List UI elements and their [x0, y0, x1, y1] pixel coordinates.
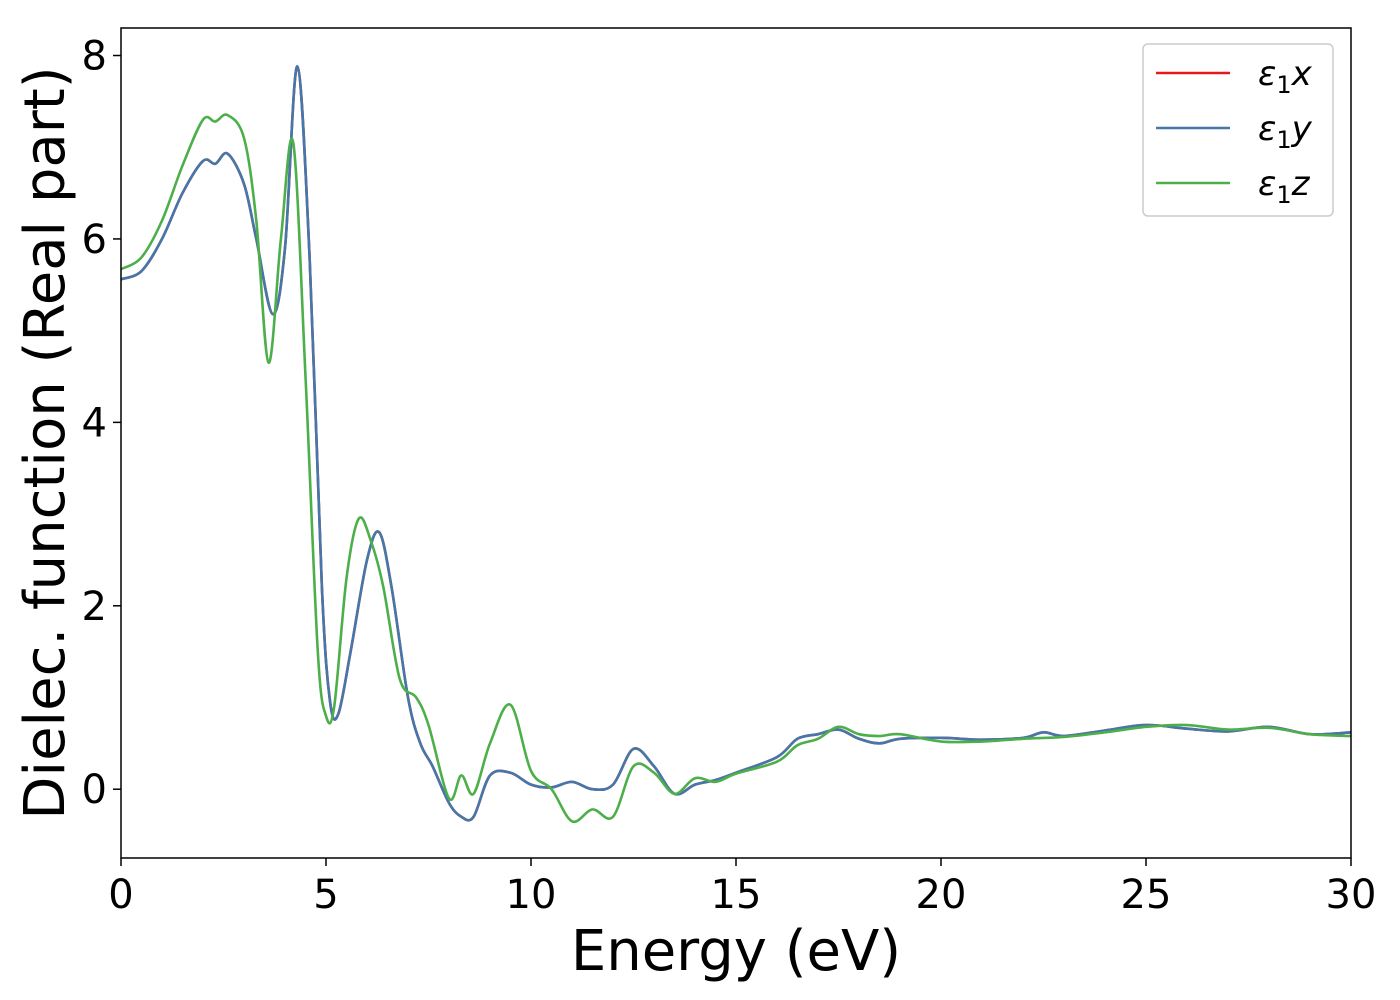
series-line-z — [121, 113, 1351, 824]
y-tick-label: 8 — [82, 34, 107, 80]
x-tick-label: 15 — [711, 872, 762, 918]
x-axis: 0 5 10 15 20 25 30 — [108, 858, 1376, 918]
x-axis-label: Energy (eV) — [571, 919, 901, 984]
y-axis-label: Dielec. function (Real part) — [13, 66, 78, 819]
y-tick-label: 0 — [82, 767, 107, 813]
legend-entry-y: ε1y — [1258, 109, 1313, 154]
x-tick-label: 10 — [506, 872, 557, 918]
x-tick-label: 20 — [916, 872, 967, 918]
x-tick-label: 30 — [1326, 872, 1377, 918]
series-line-y — [121, 65, 1351, 822]
y-tick-label: 2 — [82, 584, 107, 630]
series-lines — [121, 65, 1351, 824]
legend-box — [1142, 43, 1334, 217]
legend-entry-z: ε1z — [1258, 164, 1311, 209]
legend-entry-x: ε1x — [1258, 54, 1313, 99]
y-tick-label: 6 — [82, 217, 107, 263]
y-tick-label: 4 — [82, 400, 107, 446]
legend: ε1x ε1y ε1z — [1142, 43, 1334, 217]
y-axis: 0 2 4 6 8 — [82, 34, 121, 813]
x-tick-label: 0 — [108, 872, 133, 918]
x-tick-label: 5 — [313, 872, 338, 918]
x-tick-label: 25 — [1121, 872, 1172, 918]
